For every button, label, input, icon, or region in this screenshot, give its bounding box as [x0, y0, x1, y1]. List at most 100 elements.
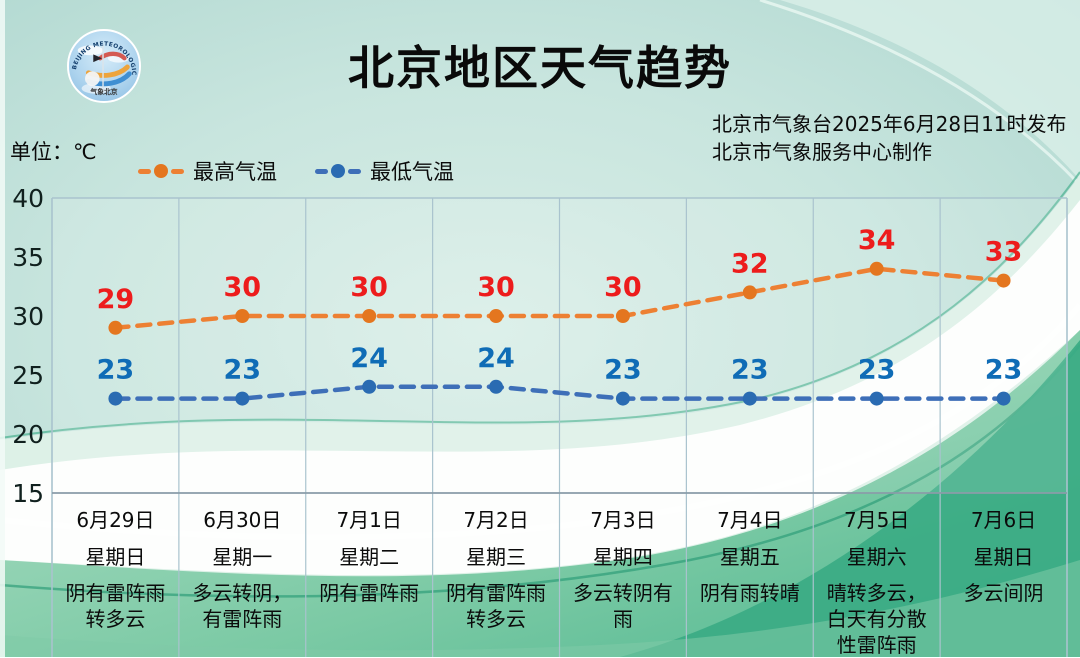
y-axis-tick: 20	[12, 420, 44, 449]
legend-item-high: 最高气温	[138, 156, 277, 186]
day-weather: 多云转阴，有雷阵雨	[192, 581, 293, 631]
produced-line: 北京市气象服务中心制作	[712, 140, 932, 164]
day-column-8: 7月6日 星期日 多云间阴	[940, 497, 1067, 658]
day-column-3: 7月1日 星期二 阴有雷阵雨	[306, 497, 433, 658]
background-wave-accent-line-1	[0, 171, 1080, 439]
day-weekday: 星期三	[466, 545, 527, 569]
high-temp-value: 30	[350, 272, 388, 303]
background-wave-white-line	[0, 303, 1080, 541]
background-wave-accent-line-2	[0, 344, 1080, 598]
day-date: 6月30日	[203, 508, 282, 532]
low-temp-point	[235, 391, 250, 406]
day-date: 7月6日	[970, 508, 1037, 532]
left-edge-strip	[0, 0, 5, 657]
day-weekday: 星期一	[212, 545, 273, 569]
high-temp-point	[615, 309, 630, 323]
logo-dome	[85, 71, 100, 86]
day-date: 7月4日	[717, 508, 783, 532]
chart-legend: 最高气温 最低气温	[138, 156, 454, 186]
low-temp-point	[615, 391, 630, 406]
low-temp-value: 23	[731, 355, 769, 386]
low-temp-value: 24	[477, 343, 515, 374]
y-axis-tick: 25	[12, 361, 44, 390]
high-temp-value: 30	[604, 272, 642, 303]
low-temp-point	[489, 379, 504, 394]
logo-graphic: BEIJING METEOROLOGICAL SERVICE 气象北京	[65, 25, 141, 103]
day-date: 7月5日	[843, 508, 910, 532]
unit-label: 单位：℃	[10, 140, 97, 164]
logo-ribbon-red	[97, 51, 127, 61]
background-topright-band	[780, 0, 1080, 180]
low-temp-value: 23	[604, 355, 642, 386]
y-axis-tick: 30	[12, 302, 44, 331]
day-date: 7月3日	[590, 508, 656, 532]
high-temp-value: 30	[224, 272, 262, 303]
low-temp-value: 23	[224, 355, 262, 386]
background-bottom-strip	[0, 560, 1080, 657]
day-weather: 阴有雷阵雨	[319, 581, 420, 605]
low-temp-point	[869, 391, 884, 406]
day-weekday: 星期六	[846, 545, 907, 569]
day-weather: 阴有雷阵雨转多云	[446, 581, 547, 631]
high-temp-point	[489, 309, 504, 323]
high-temp-point	[996, 273, 1011, 288]
day-column-7: 7月5日 星期六 晴转多云，白天有分散性雷阵雨	[813, 497, 940, 658]
low-temp-line	[113, 384, 1006, 401]
low-temp-point	[996, 391, 1011, 406]
logo-cloud	[77, 45, 104, 56]
high-temp-value: 34	[858, 225, 896, 256]
high-temp-legend-symbol	[138, 164, 184, 178]
low-temp-point	[742, 391, 757, 406]
day-column-4: 7月2日 星期三 阴有雷阵雨转多云	[433, 497, 560, 658]
day-date: 7月1日	[336, 508, 402, 532]
high-temp-point	[235, 309, 250, 323]
y-axis-tick: 40	[12, 184, 44, 213]
high-temp-point	[869, 261, 884, 276]
low-temp-value: 23	[858, 355, 896, 386]
publish-info: 北京市气象台2025年6月28日11时发布 北京市气象服务中心制作	[712, 110, 1067, 166]
low-temp-value: 24	[350, 343, 388, 374]
day-weekday: 星期日	[85, 545, 146, 569]
logo-arrow	[93, 54, 103, 63]
legend-low-label: 最低气温	[370, 160, 454, 184]
y-axis-tick: 15	[12, 479, 44, 508]
forecast-table: 6月29日 星期日 阴有雷阵雨转多云 6月30日 星期一 多云转阴，有雷阵雨 7…	[52, 497, 1067, 657]
day-weekday: 星期二	[339, 545, 400, 569]
legend-high-label: 最高气温	[193, 160, 277, 184]
day-column-6: 7月4日 星期五 阴有雨转晴	[686, 497, 813, 658]
high-temp-value: 29	[97, 284, 135, 315]
day-date: 7月2日	[463, 508, 529, 532]
low-temp-legend-symbol	[315, 164, 361, 178]
low-temp-point	[362, 379, 377, 394]
high-temp-point	[108, 320, 123, 335]
high-temp-point	[742, 285, 757, 300]
day-date: 6月29日	[76, 508, 155, 532]
background-corner-green	[620, 340, 1080, 657]
high-temp-point	[362, 309, 377, 323]
background-wave-white	[0, 200, 1080, 576]
day-weekday: 星期五	[719, 545, 780, 569]
day-weather: 多云间阴	[963, 581, 1044, 605]
y-axis-tick: 35	[12, 243, 44, 272]
high-temp-value: 30	[477, 272, 515, 303]
issued-line: 北京市气象台2025年6月28日11时发布	[712, 112, 1067, 136]
low-temp-value: 23	[97, 355, 135, 386]
background-topright-line	[759, 0, 1080, 187]
day-weather: 多云转阴有雨	[572, 581, 673, 631]
day-weather: 阴有雷阵雨转多云	[65, 581, 166, 631]
logo-bottom-text: 气象北京	[89, 87, 117, 96]
day-column-5: 7月3日 星期四 多云转阴有雨	[560, 497, 687, 658]
low-temp-value: 23	[985, 355, 1023, 386]
page-title: 北京地区天气趋势	[348, 41, 732, 95]
day-weather: 晴转多云，白天有分散性雷阵雨	[826, 581, 927, 657]
day-column-1: 6月29日 星期日 阴有雷阵雨转多云	[52, 497, 179, 658]
low-temp-point	[108, 391, 123, 406]
high-temp-value: 33	[985, 237, 1023, 268]
day-weekday: 星期日	[973, 545, 1034, 569]
background-wave-green	[0, 330, 1080, 657]
day-weather: 阴有雨转晴	[699, 581, 800, 605]
high-temp-line	[113, 266, 1006, 331]
